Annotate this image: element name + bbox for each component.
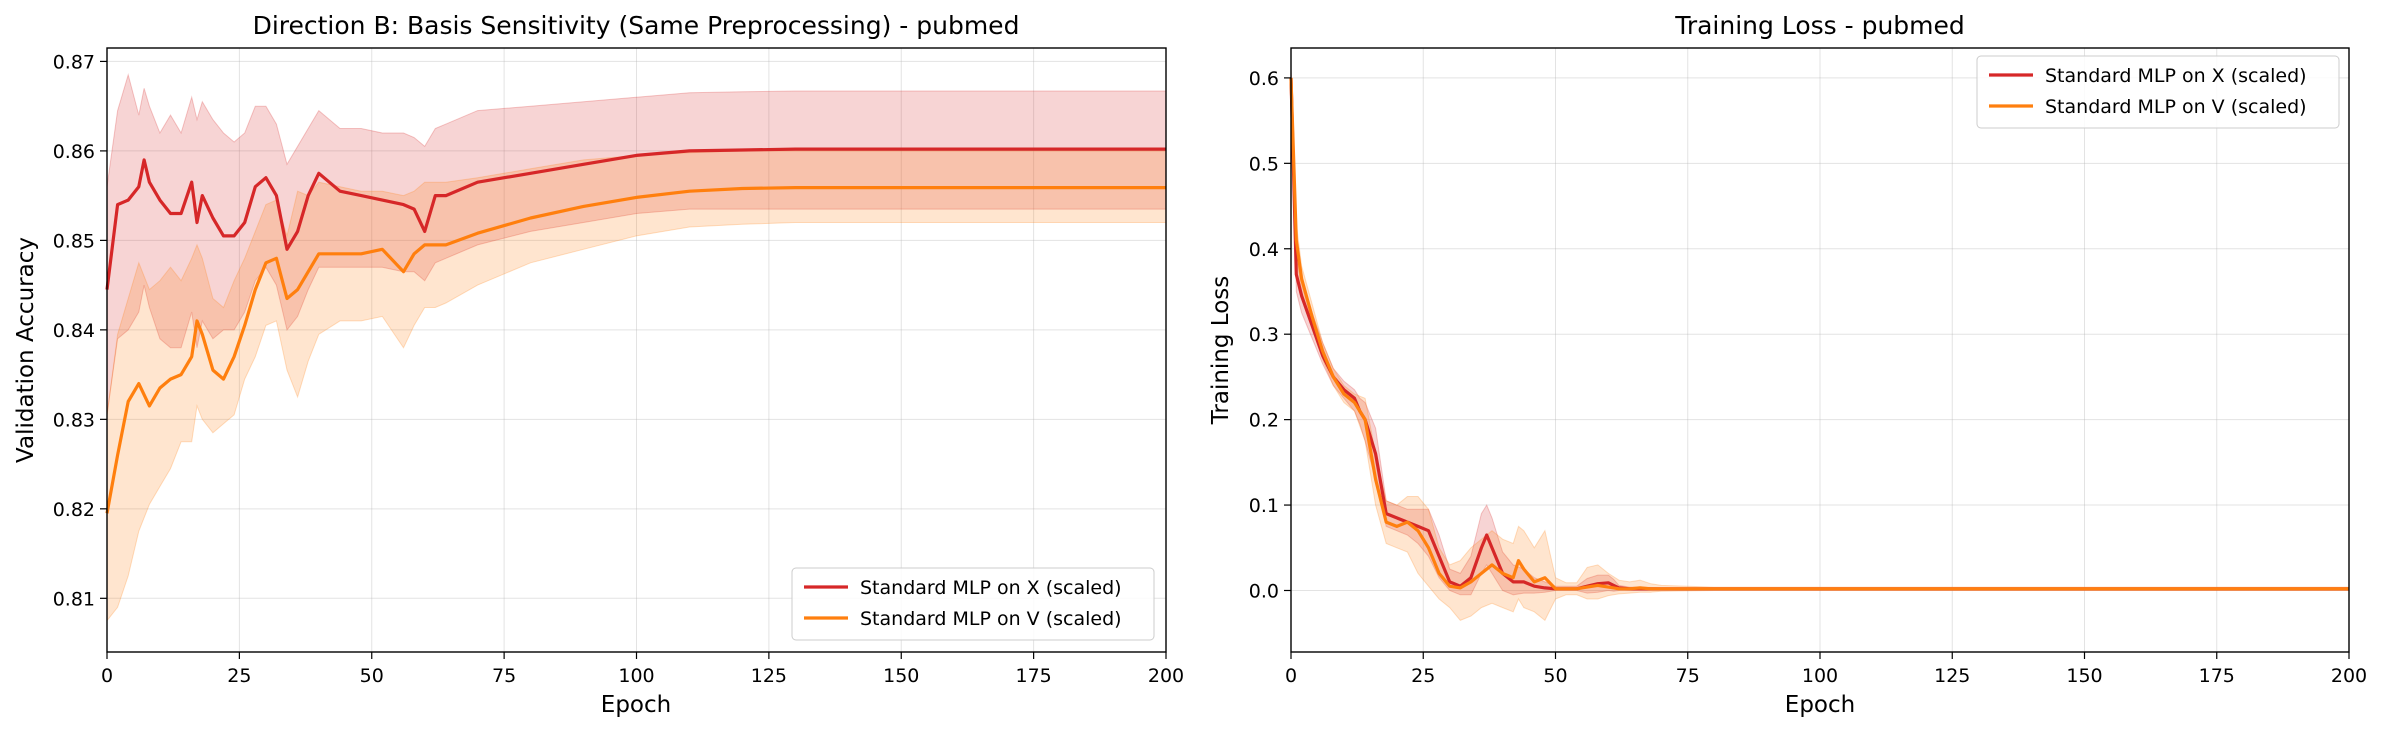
x-axis-label: Epoch [1785, 692, 1855, 718]
y-tick-label: 0.5 [1249, 153, 1279, 175]
y-tick-label: 0.2 [1249, 410, 1279, 432]
mean-line-series-1 [1289, 77, 2349, 591]
y-tick-label: 0.81 [53, 588, 95, 610]
x-axis-ticks: 0 25 50 75 100 125 150 175 200 [1285, 652, 2367, 687]
x-tick-label: 175 [1015, 665, 1051, 687]
y-tick-label: 0.4 [1249, 239, 1279, 261]
y-tick-label: 0.86 [53, 141, 95, 163]
y-tick-label: 0.85 [53, 230, 95, 252]
y-axis-ticks: 0.0 0.1 0.2 0.3 0.4 0.5 0.6 [1249, 68, 1291, 602]
series-lines [1289, 77, 2349, 591]
y-tick-label: 0.3 [1249, 324, 1279, 346]
x-tick-label: 200 [2331, 665, 2367, 687]
y-tick-label: 0.87 [53, 51, 95, 73]
x-tick-label: 100 [1802, 665, 1838, 687]
mean-line-series-1 [105, 186, 1166, 514]
legend-label-x: Standard MLP on X (scaled) [860, 577, 1122, 599]
x-axis-ticks: 0 25 50 75 100 125 150 175 200 [101, 652, 1184, 687]
x-tick-label: 150 [883, 665, 919, 687]
series-lines [105, 147, 1166, 514]
x-tick-label: 25 [227, 665, 251, 687]
y-tick-label: 0.84 [53, 320, 95, 342]
x-tick-label: 0 [101, 665, 113, 687]
x-tick-label: 0 [1285, 665, 1297, 687]
y-axis-label: Validation Accuracy [13, 237, 39, 463]
x-tick-label: 125 [751, 665, 787, 687]
y-tick-label: 0.83 [53, 409, 95, 431]
x-tick-label: 75 [1676, 665, 1700, 687]
chart-title: Direction B: Basis Sensitivity (Same Pre… [253, 11, 1020, 40]
x-tick-label: 75 [492, 665, 516, 687]
legend-box [791, 567, 1155, 641]
x-tick-label: 150 [2066, 665, 2102, 687]
y-tick-label: 0.6 [1249, 68, 1279, 90]
legend: Standard MLP on X (scaled) Standard MLP … [791, 567, 1155, 641]
y-tick-label: 0.0 [1249, 580, 1279, 602]
y-tick-label: 0.82 [53, 499, 95, 521]
legend-label-x: Standard MLP on X (scaled) [2045, 65, 2307, 87]
x-tick-label: 100 [618, 665, 654, 687]
training-loss-chart: 0 25 50 75 100 125 150 175 200 0.00.10.20.30.40.… [1208, 11, 2367, 718]
y-tick-label: 0.1 [1249, 495, 1279, 517]
x-tick-label: 125 [1934, 665, 1970, 687]
legend-label-v: Standard MLP on V (scaled) [860, 608, 1122, 630]
legend: Standard MLP on X (scaled) Standard MLP … [1976, 55, 2340, 129]
x-tick-label: 175 [2199, 665, 2235, 687]
legend-label-v: Standard MLP on V (scaled) [2045, 96, 2307, 118]
chart-title: Training Loss - pubmed [1674, 11, 1965, 40]
x-tick-label: 50 [360, 665, 384, 687]
legend-box [1976, 55, 2340, 129]
x-tick-label: 25 [1411, 665, 1435, 687]
validation-accuracy-chart: 0 25 50 75 100 125 150 175 200 0.810.820.830.840… [13, 11, 1184, 718]
x-tick-label: 200 [1148, 665, 1184, 687]
x-axis-label: Epoch [601, 692, 671, 718]
y-axis-label: Training Loss [1208, 276, 1234, 426]
plot-area [1291, 48, 2349, 652]
mean-line-series-0 [105, 147, 1166, 290]
x-tick-label: 50 [1543, 665, 1567, 687]
y-axis-ticks: 0.81 0.82 0.83 0.84 0.85 0.86 0.87 [53, 51, 107, 610]
